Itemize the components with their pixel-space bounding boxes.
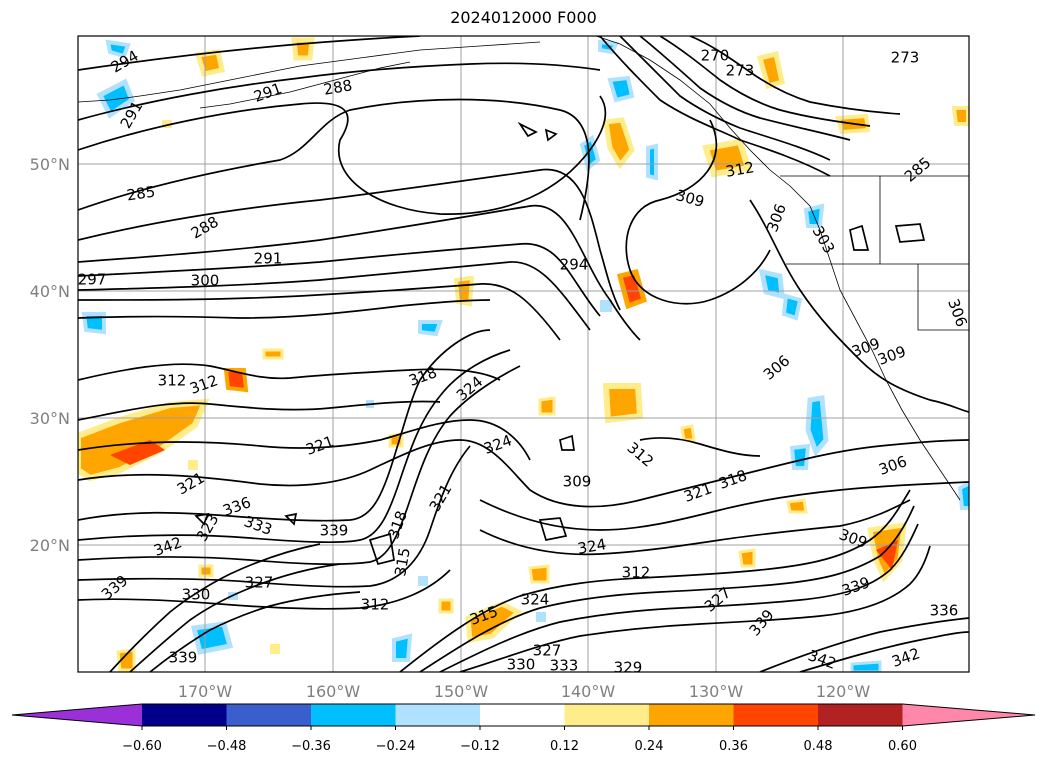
contour-label: 327: [533, 642, 562, 660]
contour-label: 329: [614, 659, 643, 677]
contour-label: 333: [550, 657, 579, 675]
colorbar-tick-label: 0.48: [804, 739, 833, 754]
contour-label: 336: [930, 602, 959, 620]
colorbar-segment: [142, 704, 227, 726]
colorbar-segment: [311, 704, 396, 726]
colorbar-segment: [564, 704, 650, 726]
colorbar-segment: [226, 704, 312, 726]
colorbar-segment: [395, 704, 481, 726]
contour-label: 291: [254, 250, 283, 268]
lon-label-170w: 170°W: [178, 682, 233, 701]
contour-label: 270: [701, 47, 730, 65]
contour-label: 330: [507, 656, 536, 674]
lon-label-160w: 160°W: [306, 682, 361, 701]
latitude-labels: 50°N 40°N 30°N 20°N: [30, 155, 70, 555]
contour-label: 312: [724, 158, 755, 181]
map-title: 2024012000 F000: [450, 8, 597, 27]
lat-label-50n: 50°N: [30, 155, 70, 174]
lon-label-130w: 130°W: [689, 682, 744, 701]
contour-label: 294: [560, 256, 589, 274]
colorbar-segment: [733, 704, 819, 726]
lon-label-150w: 150°W: [434, 682, 489, 701]
colorbar-tick-label: 0.12: [550, 739, 579, 754]
contour-label: 330: [182, 586, 211, 604]
colorbar-extend-high: [902, 704, 1035, 726]
colorbar-tick-label: −0.24: [376, 739, 416, 754]
contour-label: 324: [576, 535, 607, 558]
contours: [78, 36, 969, 672]
lat-label-40n: 40°N: [30, 282, 70, 301]
shading-negative: [81, 39, 969, 672]
colorbar-ticks: −0.60 −0.48 −0.36 −0.24 −0.12 0.12 0.24 0.36 0.4…: [122, 726, 917, 754]
contour-label: 339: [320, 522, 349, 540]
colorbar-segment: [649, 704, 734, 726]
lat-label-30n: 30°N: [30, 409, 70, 428]
contour-label: 312: [158, 372, 187, 390]
colorbar-tick-label: −0.36: [291, 739, 331, 754]
contour-label: 309: [563, 473, 592, 491]
colorbar-tick-label: −0.12: [460, 739, 500, 754]
contour-label: 300: [191, 272, 220, 290]
contour-label: 285: [125, 183, 156, 205]
colorbar-tick-label: −0.48: [207, 739, 247, 754]
longitude-labels: 170°W 160°W 150°W 140°W 130°W 120°W: [178, 682, 871, 701]
contour-label: 273: [726, 62, 755, 80]
colorbar-tick-label: 0.36: [719, 739, 748, 754]
contour-label: 288: [322, 76, 353, 99]
coastlines: [78, 36, 969, 501]
contour-label: 312: [622, 564, 651, 582]
contour-label: 312: [361, 596, 390, 614]
colorbar-tick-label: 0.24: [635, 739, 664, 754]
lat-label-20n: 20°N: [30, 536, 70, 555]
lon-label-140w: 140°W: [561, 682, 616, 701]
contour-label: 339: [169, 649, 198, 667]
contour-label: 315: [391, 546, 414, 577]
lon-label-120w: 120°W: [816, 682, 871, 701]
contour-label: 327: [245, 574, 274, 592]
colorbar-tick-label: −0.60: [122, 739, 162, 754]
colorbar-extend-low: [12, 704, 142, 726]
colorbar-segment: [480, 704, 565, 726]
contour-label: 273: [891, 49, 920, 67]
map-frame: [77, 35, 970, 673]
colorbar-segment: [818, 704, 903, 726]
colorbar-tick-label: 0.60: [888, 739, 917, 754]
contour-label: 324: [521, 591, 550, 609]
contour-label: 297: [78, 271, 107, 289]
colorbar: [11, 703, 1036, 727]
